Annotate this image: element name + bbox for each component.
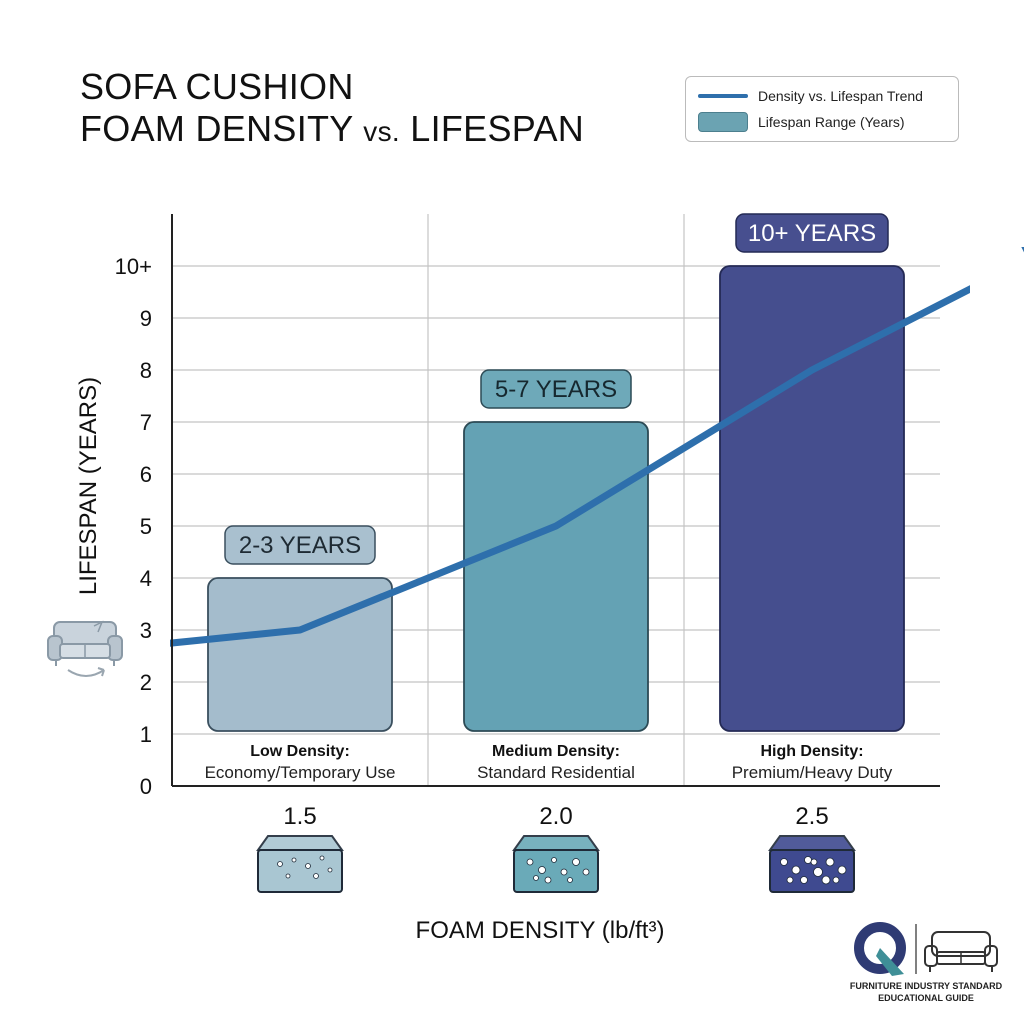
foam-pore <box>319 855 325 861</box>
y-tick-label: 6 <box>140 462 152 487</box>
y-tick-label: 9 <box>140 306 152 331</box>
foam-pore <box>327 867 333 873</box>
y-tick-label: 2 <box>140 670 152 695</box>
y-tick-label: 0 <box>140 774 152 799</box>
trend-arrowhead <box>1021 246 1024 253</box>
x-tick-label: 2.5 <box>795 803 828 830</box>
chart-title-vs: vs. <box>363 116 400 147</box>
y-tick-label: 4 <box>140 566 152 591</box>
legend-item-range: Lifespan Range (Years) <box>698 111 905 133</box>
foam-pore <box>813 867 823 877</box>
trend-line <box>170 285 970 647</box>
foam-block-low-icon <box>256 835 344 893</box>
foam-pore <box>526 858 534 866</box>
foam-pore <box>810 858 818 866</box>
q-brand-logo-icon <box>854 922 906 976</box>
category-title: High Density: <box>760 743 863 760</box>
foam-pore <box>567 877 573 883</box>
sofa-icon <box>924 931 998 972</box>
bars: 2-3 YEARS 5-7 YEARS 10+ YEARS <box>207 213 905 732</box>
foam-pore <box>780 858 788 866</box>
foam-pore <box>791 865 801 875</box>
foam-pore <box>538 866 546 874</box>
legend-swatch-trend <box>698 94 748 98</box>
y-tick-label: 7 <box>140 410 152 435</box>
chart-title-end: LIFESPAN <box>399 108 585 149</box>
legend-swatch-range <box>698 112 748 132</box>
foam-pore <box>305 863 311 869</box>
axes <box>171 214 940 787</box>
category-title: Medium Density: <box>492 743 620 760</box>
brand-logo: FURNITURE INDUSTRY STANDARD EDUCATIONAL … <box>850 922 1003 1003</box>
legend-item-trend: Density vs. Lifespan Trend <box>698 85 923 107</box>
foam-pore <box>832 876 840 884</box>
foam-block-high-icon <box>768 835 856 893</box>
y-tick-label: 3 <box>140 618 152 643</box>
range-label-box <box>224 525 376 565</box>
chart-title: SOFA CUSHION FOAM DENSITY vs. LIFESPAN <box>80 66 584 153</box>
category-labels: Low Density: Economy/Temporary Use Medium … <box>205 743 893 782</box>
foam-pore <box>837 865 847 875</box>
y-tick-label: 1 <box>140 722 152 747</box>
chart-title-line1: SOFA CUSHION <box>80 66 354 107</box>
range-label: 10+ YEARS <box>748 220 876 247</box>
y-tick-label: 8 <box>140 358 152 383</box>
category-desc: Premium/Heavy Duty <box>732 763 893 782</box>
foam-pore <box>825 857 835 867</box>
x-tick-label: 2.0 <box>539 803 572 830</box>
legend-label-range: Lifespan Range (Years) <box>758 114 905 130</box>
chart-legend: Density vs. Lifespan Trend Lifespan Rang… <box>685 76 959 142</box>
foam-pore <box>560 868 568 876</box>
bar-2.5 <box>719 265 905 732</box>
range-label-box <box>735 213 889 253</box>
bar-1.5 <box>207 577 393 732</box>
foam-pore <box>544 876 552 884</box>
category-desc: Economy/Temporary Use <box>205 763 396 782</box>
foam-pore <box>291 857 297 863</box>
category-title: Low Density: <box>250 743 350 760</box>
legend-label-trend: Density vs. Lifespan Trend <box>758 88 923 104</box>
foam-icons <box>256 835 856 893</box>
foam-top <box>768 835 856 851</box>
foam-pore <box>551 857 557 863</box>
range-label: 2-3 YEARS <box>239 532 361 559</box>
bar-2.0 <box>463 421 649 732</box>
y-tick-label: 10+ <box>115 254 152 279</box>
range-label-box <box>480 369 632 409</box>
brand-line2: EDUCATIONAL GUIDE <box>878 993 974 1003</box>
range-label: 5-7 YEARS <box>495 376 617 403</box>
sofa-refresh-icon <box>47 620 123 677</box>
trend-arrowhead <box>1021 246 1024 253</box>
foam-block-medium-icon <box>512 835 600 893</box>
chart-title-main: FOAM DENSITY <box>80 108 364 149</box>
y-tick-label: 5 <box>140 514 152 539</box>
x-axis-title: FOAM DENSITY (lb/ft³) <box>416 917 665 944</box>
category-desc: Standard Residential <box>477 763 635 782</box>
foam-front <box>257 849 343 893</box>
foam-pore <box>313 873 319 879</box>
foam-pore <box>582 868 590 876</box>
foam-pore <box>786 876 794 884</box>
x-tick-labels: 1.5 2.0 2.5 <box>283 803 828 830</box>
foam-pore <box>800 876 808 884</box>
foam-pore <box>277 861 283 867</box>
y-tick-labels: 0 1 2 3 4 5 6 7 8 9 10+ <box>115 254 152 799</box>
brand-line1: FURNITURE INDUSTRY STANDARD <box>850 981 1003 991</box>
chart-title-line2: FOAM DENSITY vs. LIFESPAN <box>80 108 584 153</box>
foam-pore <box>572 858 580 866</box>
x-tick-label: 1.5 <box>283 803 316 830</box>
trend-series <box>170 285 970 647</box>
foam-pore <box>804 856 812 864</box>
foam-pore <box>533 875 539 881</box>
foam-top <box>256 835 344 851</box>
foam-pore <box>285 873 291 879</box>
foam-top <box>512 835 600 851</box>
y-axis-title: LIFESPAN (YEARS) <box>75 377 102 595</box>
foam-pore <box>821 875 831 885</box>
